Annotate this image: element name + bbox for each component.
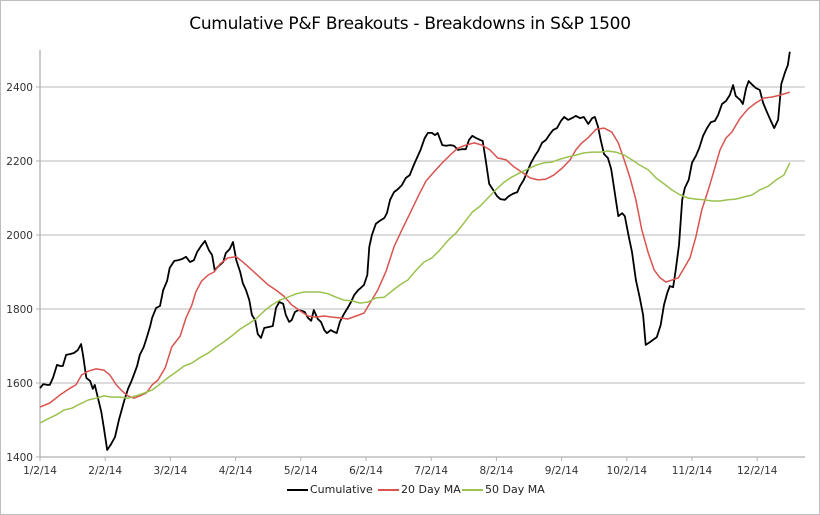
y-axis-ticks: 1400 1600 1800 2000 2200 2400 (6, 82, 40, 464)
x-tick-label: 8/2/14 (480, 465, 514, 477)
legend-swatch-cumulative (287, 488, 308, 491)
chart-title: Cumulative P&F Breakouts - Breakdowns in… (189, 14, 631, 34)
x-tick-label: 12/2/14 (737, 465, 778, 477)
x-tick-label: 3/2/14 (154, 465, 188, 477)
x-tick-label: 2/2/14 (88, 465, 122, 477)
y-tick-label: 2000 (6, 230, 33, 242)
legend-item-cumulative: Cumulative (287, 483, 373, 496)
legend-item-20-day-ma: 20 Day MA (378, 483, 461, 496)
y-tick-label: 2200 (6, 156, 33, 168)
gridlines (40, 86, 805, 384)
legend: Cumulative 20 Day MA 50 Day MA (0, 483, 820, 503)
legend-label-50-day-ma: 50 Day MA (485, 483, 545, 496)
x-axis-ticks: 1/2/14 2/2/14 3/2/14 4/2/14 5/2/14 6/2/14 7/2/… (23, 457, 778, 477)
legend-swatch-20-day-ma (378, 488, 399, 491)
series-line-50-day-ma (39, 150, 791, 424)
y-tick-label: 1400 (6, 452, 33, 464)
y-tick-label: 1600 (6, 378, 33, 390)
legend-label-cumulative: Cumulative (310, 483, 373, 496)
series-line-cumulative (39, 51, 791, 451)
series-line-20-day-ma (39, 91, 791, 408)
y-tick-label: 1800 (6, 304, 33, 316)
x-tick-label: 9/2/14 (545, 465, 579, 477)
legend-swatch-50-day-ma (462, 488, 483, 491)
legend-item-50-day-ma: 50 Day MA (462, 483, 545, 496)
x-tick-label: 6/2/14 (349, 465, 383, 477)
x-tick-label: 1/2/14 (23, 465, 57, 477)
axes (39, 50, 805, 458)
x-tick-label: 7/2/14 (414, 465, 448, 477)
series-lines (39, 51, 791, 451)
x-tick-label: 5/2/14 (284, 465, 318, 477)
y-tick-label: 2400 (6, 82, 33, 94)
x-tick-label: 4/2/14 (219, 465, 253, 477)
x-tick-label: 11/2/14 (672, 465, 713, 477)
x-tick-label: 10/2/14 (607, 465, 648, 477)
legend-label-20-day-ma: 20 Day MA (401, 483, 461, 496)
